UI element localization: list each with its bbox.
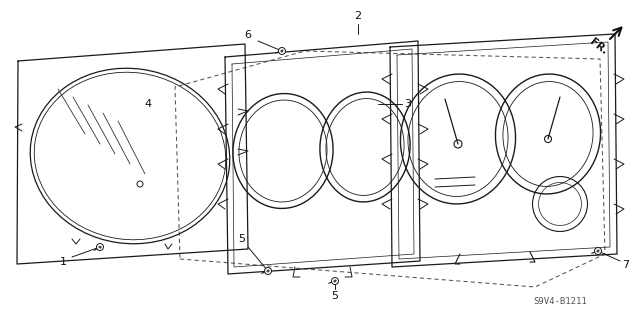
Text: 2: 2 <box>355 11 362 21</box>
Text: FR.: FR. <box>588 37 609 57</box>
Circle shape <box>332 278 339 285</box>
Text: 4: 4 <box>145 99 152 109</box>
Circle shape <box>97 243 104 250</box>
Text: S9V4-B1211: S9V4-B1211 <box>533 296 587 306</box>
Circle shape <box>278 48 285 55</box>
Circle shape <box>264 268 271 275</box>
Text: 6: 6 <box>244 30 252 40</box>
Text: 5: 5 <box>332 291 339 301</box>
Text: 5: 5 <box>239 234 246 244</box>
Text: 7: 7 <box>623 260 630 270</box>
Circle shape <box>595 248 602 255</box>
Text: 1: 1 <box>60 257 67 267</box>
Text: 3: 3 <box>404 99 412 109</box>
